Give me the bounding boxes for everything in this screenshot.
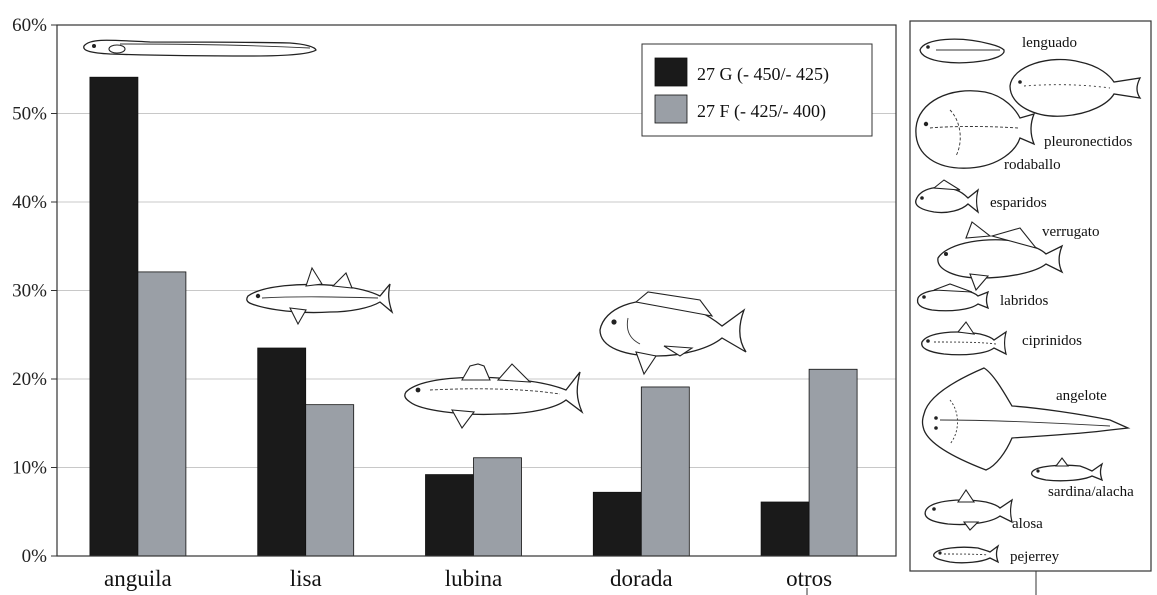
legend-label-27g: 27 G (- 450/- 425) [697,64,829,85]
flounder-icon [1009,58,1142,117]
label-pleuronectidos: pleuronectidos [1044,134,1132,150]
label-pejerrey: pejerrey [1010,549,1060,565]
sardine-icon [1030,457,1104,482]
shad-icon [924,489,1014,531]
bar-lisa-series-1 [305,404,355,557]
mullet-illustration [246,266,394,326]
angel-shark-icon [921,367,1131,471]
wrasse-icon [916,283,990,312]
bar-lisa-series-0 [257,347,307,557]
y-tick-label: 20% [12,369,47,390]
x-category-label: otros [786,566,832,591]
x-category-label: dorada [610,566,673,591]
bar-anguila-series-1 [137,271,187,557]
label-angelote: angelote [1056,388,1107,404]
bar-otros-series-0 [760,501,810,557]
legend-swatch-27f [654,94,688,124]
silverside-icon [933,544,1000,564]
y-tick-label: 30% [12,281,47,302]
legend-label-27f: 27 F (- 425/- 400) [697,101,826,122]
label-labridos: labridos [1000,293,1048,309]
fish-key-panel: lenguado pleuronectidos rodaballo espari… [909,20,1152,595]
x-category-label: lubina [445,566,503,591]
label-rodaballo: rodaballo [1004,157,1061,173]
cyprinid-icon [921,321,1008,356]
x-category-label: anguila [104,566,172,591]
y-tick-label: 60% [12,15,47,36]
label-esparidos: esparidos [990,195,1047,211]
y-axis-ticks: 0% 10% 20% 30% 40% 50% 60% [12,15,57,567]
y-tick-label: 50% [12,104,47,125]
label-alosa: alosa [1012,516,1043,532]
seabass-illustration [404,363,584,430]
bar-lubina-series-0 [425,474,474,557]
sparid-icon [915,179,980,214]
eel-illustration [83,39,317,57]
label-verrugato: verrugato [1042,224,1099,240]
plot-frame [56,24,897,557]
bar-anguila-series-0 [89,76,139,557]
x-axis-categories: anguila lisa lubina dorada otros [104,566,832,591]
turbot-icon [915,90,1036,169]
label-ciprinidos: ciprinidos [1022,333,1082,349]
sole-icon [919,38,1005,64]
fish-key-frame [909,20,1152,572]
y-tick-label: 40% [12,192,47,213]
legend: 27 G (- 450/- 425) 27 F (- 425/- 400) [641,43,873,137]
x-category-label: lisa [290,566,322,591]
label-lenguado: lenguado [1022,35,1077,51]
seabream-illustration [599,291,747,376]
croaker-icon [937,221,1064,292]
legend-swatch-27g [654,57,688,87]
bar-dorada-series-1 [640,386,690,557]
y-tick-label: 0% [22,546,48,567]
bar-dorada-series-0 [592,491,642,557]
grid-lines [57,113,896,468]
y-tick-label: 10% [12,458,47,479]
bar-otros-series-1 [808,368,858,557]
label-sardina-alacha: sardina/alacha [1048,484,1134,500]
bar-lubina-series-1 [473,457,522,557]
bars-group [89,76,858,557]
